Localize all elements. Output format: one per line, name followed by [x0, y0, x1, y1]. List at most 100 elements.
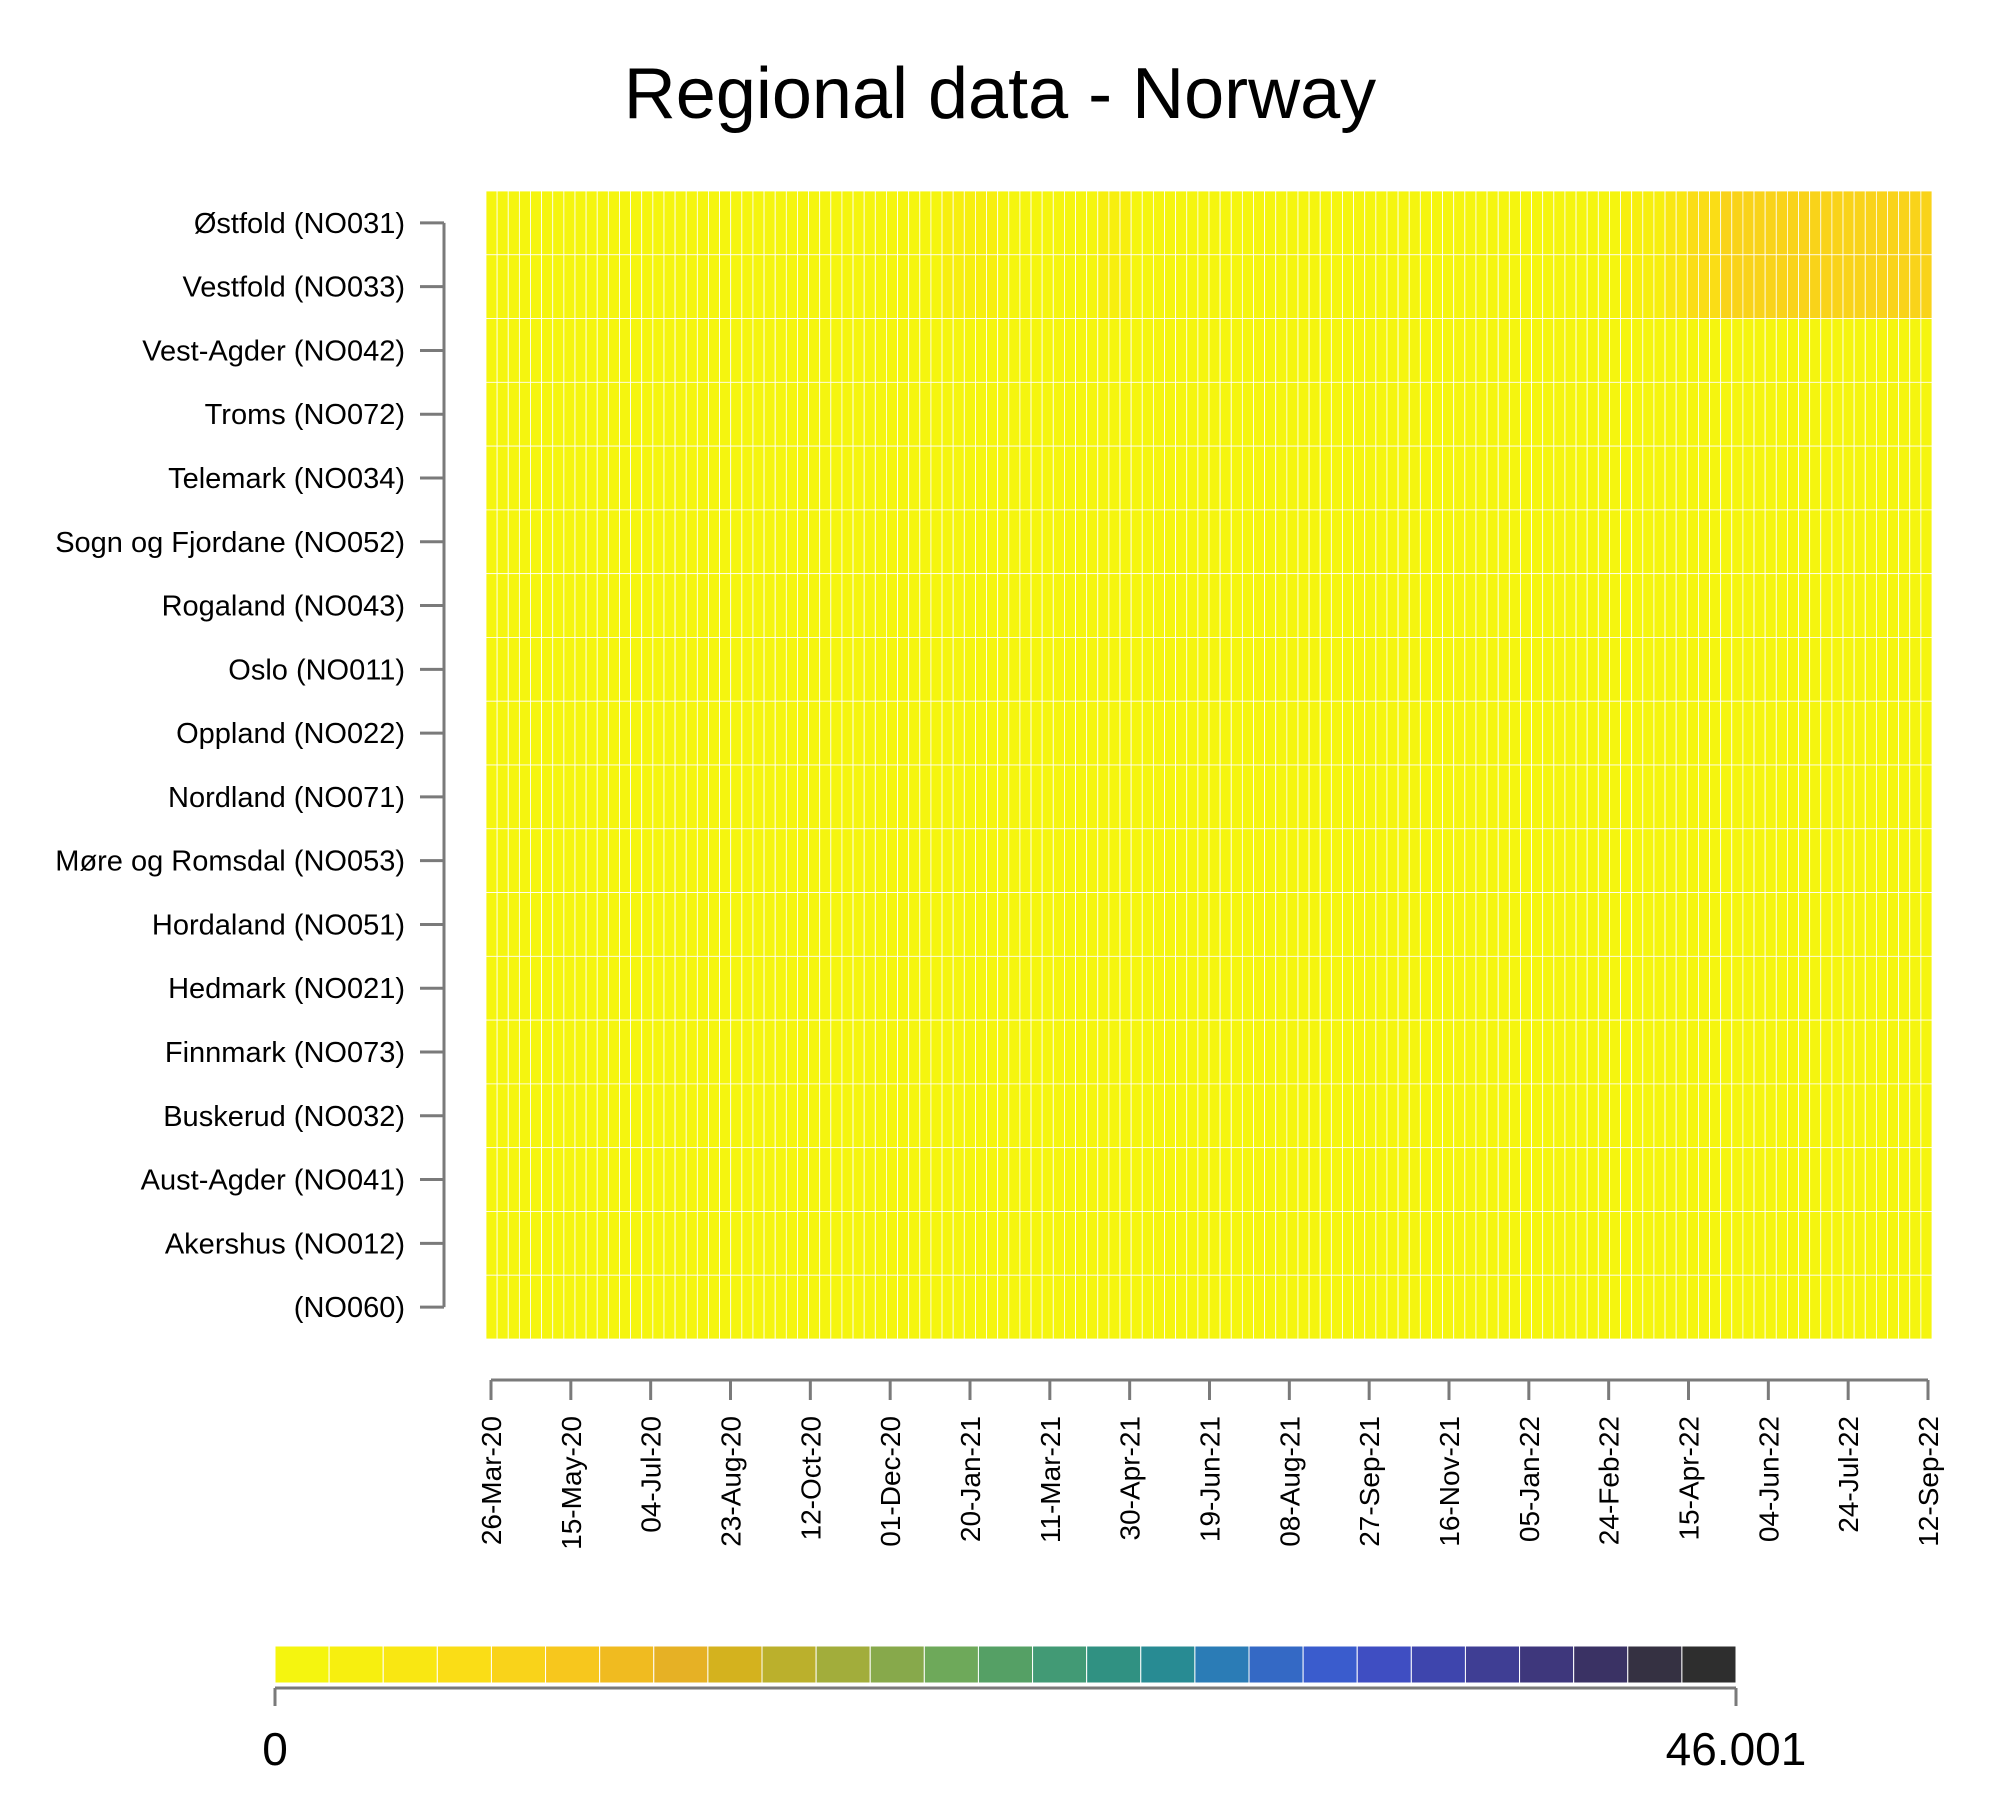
- heatmap-cell: [1152, 828, 1165, 893]
- heatmap-cell: [574, 509, 587, 575]
- heatmap-cell: [1319, 1211, 1332, 1276]
- heatmap-cell: [1319, 1083, 1332, 1149]
- heatmap-cell: [518, 509, 531, 575]
- heatmap-cell: [930, 509, 943, 575]
- heatmap-cell: [1442, 254, 1455, 319]
- heatmap-cell: [1531, 764, 1544, 830]
- heatmap-cell: [1453, 318, 1466, 383]
- heatmap-cell: [641, 637, 654, 702]
- heatmap-cell: [685, 1274, 698, 1340]
- heatmap-cell: [674, 892, 687, 957]
- heatmap-cell: [1230, 700, 1243, 766]
- heatmap-cell: [919, 1019, 932, 1085]
- heatmap-cell: [1241, 254, 1254, 319]
- heatmap-cell: [1864, 190, 1877, 256]
- heatmap-cell: [719, 955, 732, 1021]
- heatmap-cell: [1642, 190, 1655, 256]
- heatmap-cell: [1230, 254, 1243, 319]
- heatmap-cell: [1842, 509, 1855, 575]
- heatmap-cell: [1520, 190, 1532, 256]
- heatmap-cell: [563, 1019, 576, 1085]
- heatmap-cell: [897, 1274, 910, 1340]
- heatmap-cell: [1820, 955, 1833, 1021]
- heatmap-cell: [1686, 637, 1699, 702]
- heatmap-cell: [1130, 637, 1143, 702]
- heatmap-cell: [1864, 573, 1877, 638]
- heatmap-cell: [1275, 509, 1288, 575]
- heatmap-cell: [1030, 1147, 1043, 1212]
- heatmap-cell: [1008, 764, 1021, 830]
- heatmap-cell: [619, 892, 631, 957]
- heatmap-cell: [963, 190, 976, 256]
- heatmap-cell: [1108, 381, 1121, 447]
- heatmap-cell: [1486, 637, 1499, 702]
- heatmap-cell: [685, 955, 698, 1021]
- heatmap-cell: [1864, 764, 1877, 830]
- heatmap-cell: [1008, 381, 1021, 447]
- heatmap-cell: [530, 828, 543, 893]
- heatmap-cell: [1052, 381, 1065, 447]
- heatmap-cell: [1253, 445, 1266, 511]
- heatmap-cell: [1041, 1019, 1054, 1085]
- heatmap-cell: [1041, 318, 1054, 383]
- heatmap-cell: [1809, 1274, 1822, 1340]
- heatmap-cell: [507, 445, 520, 511]
- heatmap-cell: [708, 892, 720, 957]
- heatmap-cell: [986, 190, 999, 256]
- heatmap-cell: [997, 573, 1010, 638]
- heatmap-cell: [1008, 1083, 1021, 1149]
- heatmap-cell: [963, 955, 976, 1021]
- row-label: Buskerud (NO032): [163, 1101, 405, 1133]
- heatmap-cell: [1408, 573, 1421, 638]
- heatmap-cell: [1642, 764, 1655, 830]
- heatmap-cell: [574, 1019, 587, 1085]
- heatmap-cell: [607, 509, 620, 575]
- heatmap-cell: [530, 445, 543, 511]
- heatmap-cell: [874, 700, 887, 766]
- heatmap-cell: [1342, 573, 1354, 638]
- heatmap-cell: [607, 573, 620, 638]
- heatmap-cell: [808, 1274, 821, 1340]
- heatmap-cell: [1308, 1147, 1321, 1212]
- heatmap-cell: [1698, 764, 1710, 830]
- heatmap-cell: [1397, 764, 1410, 830]
- heatmap-cell: [1275, 573, 1288, 638]
- heatmap-cell: [1508, 1211, 1521, 1276]
- heatmap-cell: [730, 509, 743, 575]
- heatmap-cell: [1542, 955, 1555, 1021]
- heatmap-cell: [808, 254, 821, 319]
- heatmap-cell: [874, 254, 887, 319]
- heatmap-cell: [1653, 828, 1666, 893]
- heatmap-cell: [1820, 1147, 1833, 1212]
- heatmap-cell: [719, 254, 732, 319]
- heatmap-cell: [1397, 445, 1410, 511]
- heatmap-cell: [797, 892, 809, 957]
- heatmap-cell: [1753, 190, 1766, 256]
- heatmap-cell: [530, 700, 543, 766]
- heatmap-cell: [1152, 190, 1165, 256]
- heatmap-cell: [874, 509, 887, 575]
- heatmap-cell: [774, 1019, 787, 1085]
- heatmap-cell: [1609, 955, 1621, 1021]
- heatmap-cell: [1842, 254, 1855, 319]
- heatmap-cell: [841, 955, 854, 1021]
- heatmap-cell: [874, 1083, 887, 1149]
- heatmap-cell: [1375, 828, 1388, 893]
- heatmap-cell: [897, 1019, 910, 1085]
- heatmap-cell: [1920, 445, 1933, 511]
- heatmap-cell: [574, 573, 587, 638]
- heatmap-cell: [685, 1019, 698, 1085]
- heatmap-cell: [1831, 445, 1844, 511]
- heatmap-cell: [1030, 637, 1043, 702]
- heatmap-cell: [719, 190, 732, 256]
- heatmap-cell: [1887, 1083, 1900, 1149]
- heatmap-cell: [1419, 1211, 1432, 1276]
- heatmap-cell: [530, 509, 543, 575]
- heatmap-cell: [1664, 1147, 1677, 1212]
- heatmap-cell: [1497, 190, 1510, 256]
- heatmap-cell: [1442, 828, 1455, 893]
- heatmap-cell: [1431, 190, 1443, 256]
- heatmap-cell: [1475, 445, 1488, 511]
- heatmap-cell: [1542, 700, 1555, 766]
- heatmap-cell: [852, 892, 865, 957]
